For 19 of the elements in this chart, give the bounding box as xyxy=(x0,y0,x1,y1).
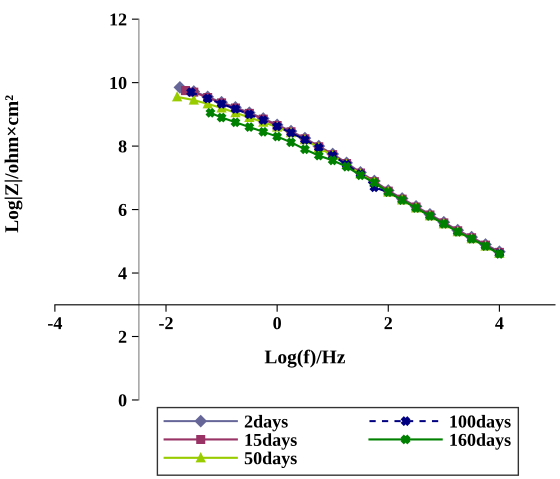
legend-label: 50days xyxy=(244,452,297,468)
x-tick-label: -4 xyxy=(48,317,62,330)
x-tick-label: 0 xyxy=(273,317,281,330)
legend-label: 2days xyxy=(244,414,288,432)
x-tick-label: 2 xyxy=(384,317,392,330)
y-tick-label: 10 xyxy=(110,76,126,90)
x-axis-title: Log(f)/Hz xyxy=(264,350,345,368)
x-tick-label: 4 xyxy=(495,317,504,330)
legend-label: 15days xyxy=(246,433,297,450)
y-tick-label: 4 xyxy=(118,267,127,280)
y-tick-label: 8 xyxy=(118,140,126,153)
y-tick-label: 0 xyxy=(118,394,126,406)
legend-label: 160days xyxy=(450,433,511,450)
x-tick-label: -2 xyxy=(159,317,173,330)
y-tick-label: 6 xyxy=(118,204,127,216)
y-tick-label: 2 xyxy=(118,330,126,343)
legend-label: 100days xyxy=(450,414,511,432)
y-axis-title: Log|Z|/ohm×cm² xyxy=(4,95,22,232)
y-tick-label: 12 xyxy=(110,13,126,26)
